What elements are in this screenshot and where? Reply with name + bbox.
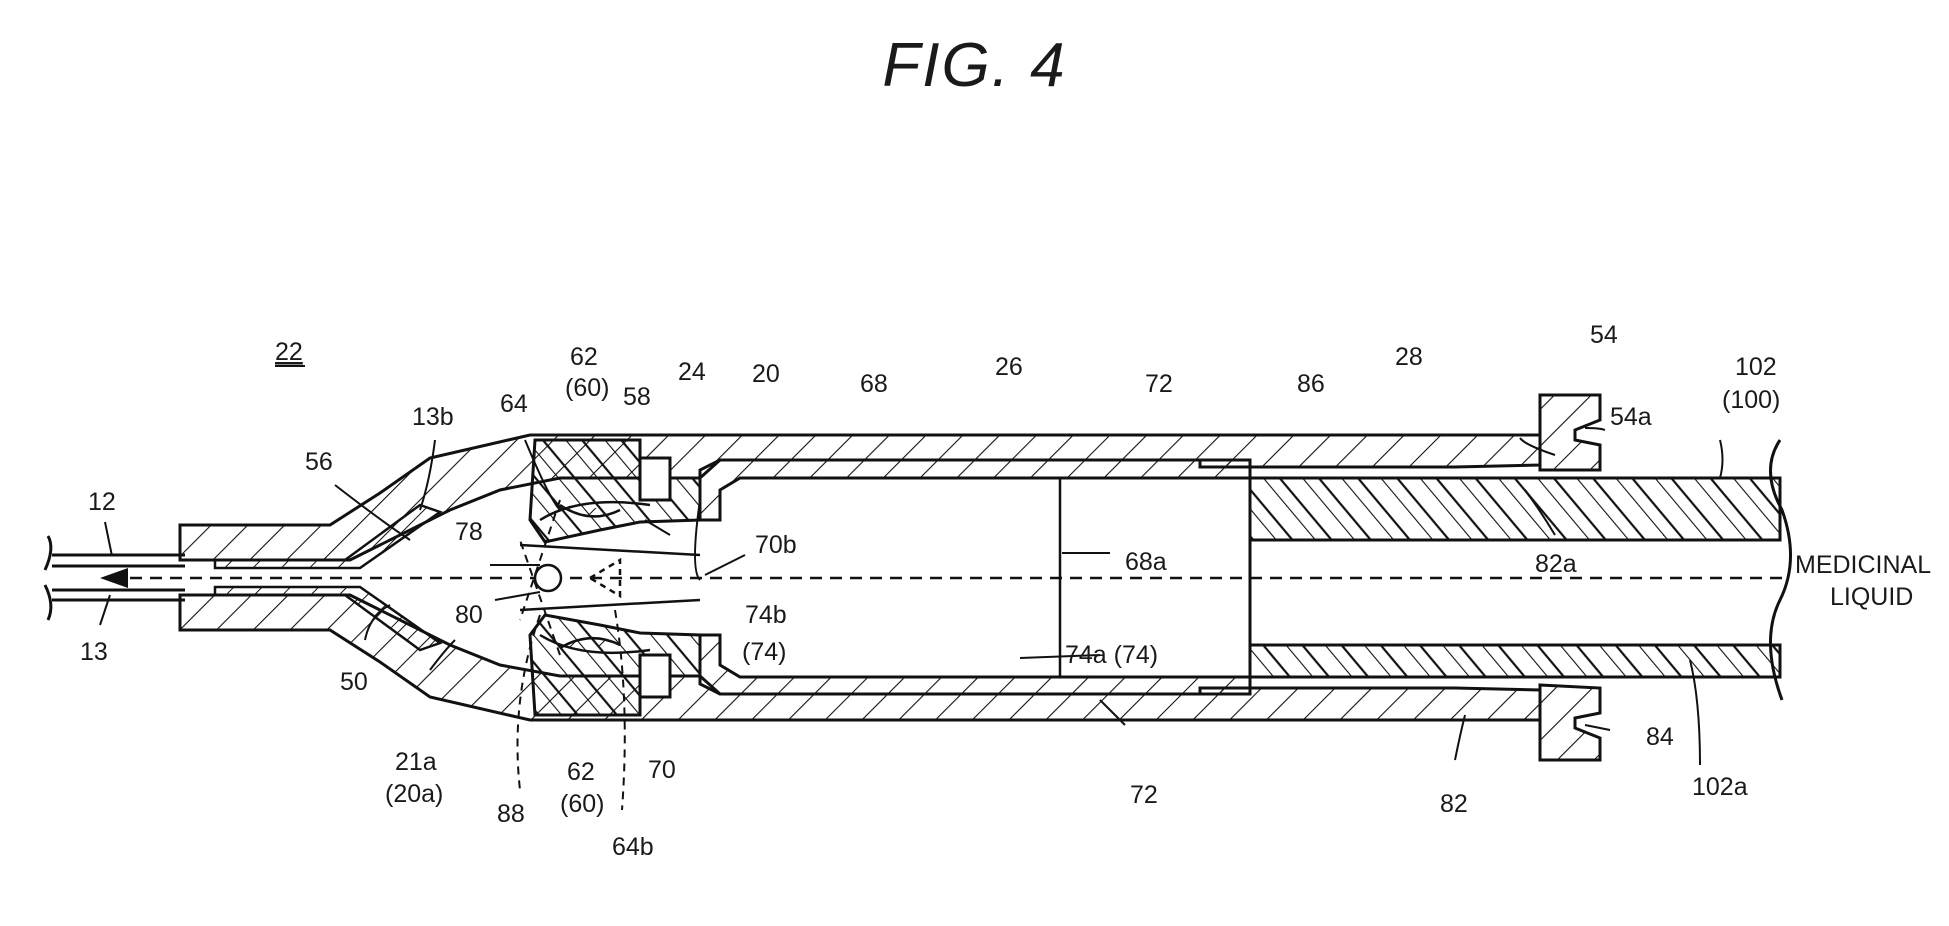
label-12: 12 [88,488,116,516]
label-21a: 21a [395,748,437,776]
label-72-top: 72 [1145,370,1173,398]
label-88: 88 [497,800,525,828]
label-54: 54 [1590,321,1618,349]
label-13b: 13b [412,403,454,431]
label-20a: (20a) [385,780,443,808]
label-26: 26 [995,353,1023,381]
label-82: 82 [1440,790,1468,818]
label-60-bottom: (60) [560,790,604,818]
label-70: 70 [648,756,676,784]
flow-label-line1: MEDICINAL [1795,551,1931,579]
label-102a: 102a [1692,773,1748,801]
label-13: 13 [80,638,108,666]
label-100: (100) [1722,386,1780,414]
label-74b: 74b [745,601,787,629]
label-74-paren: (74) [742,638,786,666]
label-70b: 70b [755,531,797,559]
label-24: 24 [678,358,706,386]
label-22: 22 [275,338,303,366]
label-84: 84 [1646,723,1674,751]
label-68: 68 [860,370,888,398]
label-64: 64 [500,390,528,418]
flow-label: MEDICINAL LIQUID [1795,551,1931,611]
label-74a: 74a (74) [1065,641,1158,669]
label-62-bottom: 62 [567,758,595,786]
label-20: 20 [752,360,780,388]
label-58: 58 [623,383,651,411]
male-connector-100 [1250,440,1791,700]
label-56: 56 [305,448,333,476]
label-54a: 54a [1610,403,1652,431]
label-82a: 82a [1535,550,1577,578]
label-78: 78 [455,518,483,546]
label-60-top: (60) [565,374,609,402]
valve-bore-80 [535,565,561,591]
label-102: 102 [1735,353,1777,381]
label-68a: 68a [1125,548,1167,576]
figure-title: FIG. 4 [0,30,1949,101]
flow-arrow-head [100,568,128,588]
label-86: 86 [1297,370,1325,398]
label-72-bottom: 72 [1130,781,1158,809]
label-80: 80 [455,601,483,629]
label-62-top: 62 [570,343,598,371]
label-50: 50 [340,668,368,696]
label-28: 28 [1395,343,1423,371]
label-64b: 64b [612,833,654,861]
flow-label-line2: LIQUID [1830,583,1913,611]
